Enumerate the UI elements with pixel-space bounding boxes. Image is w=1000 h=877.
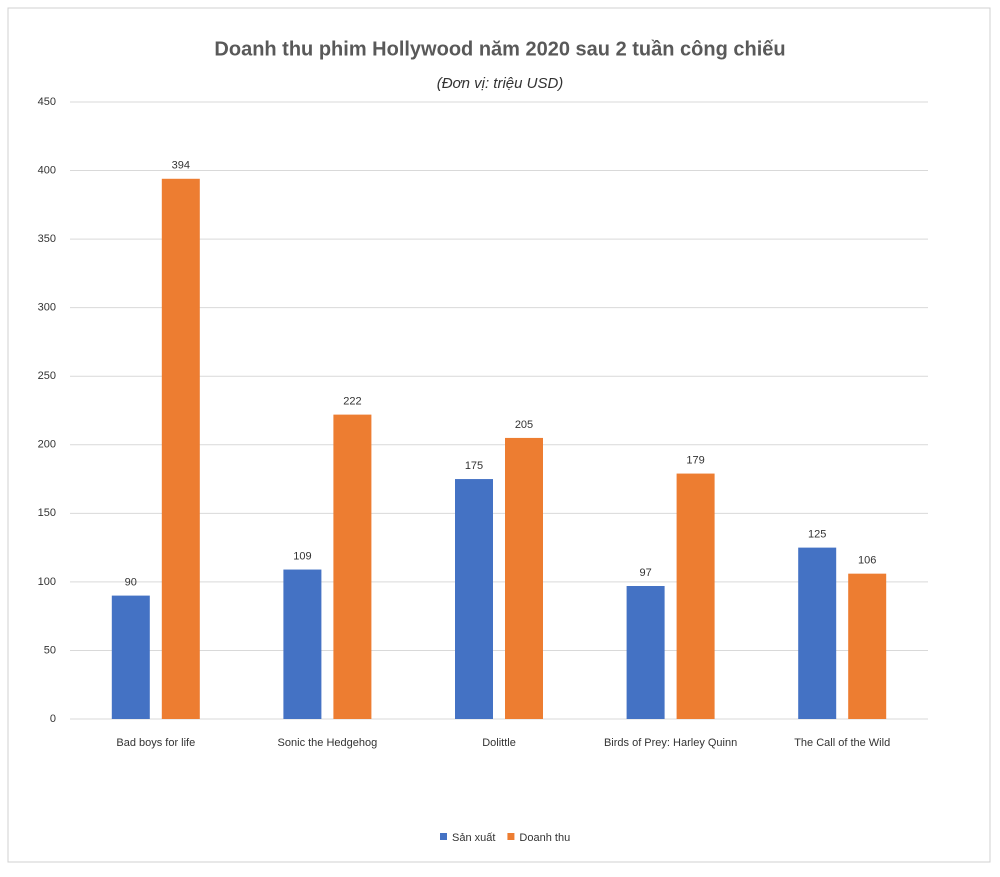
data-label: 125: [808, 529, 826, 541]
y-tick-label: 200: [38, 439, 56, 451]
data-label: 90: [125, 577, 137, 589]
bar: [111, 595, 150, 719]
chart-title: Doanh thu phim Hollywood năm 2020 sau 2 …: [214, 38, 785, 60]
legend-label: Sản xuất: [452, 832, 495, 844]
bar: [333, 414, 372, 719]
legend-label: Doanh thu: [519, 832, 570, 844]
y-tick-label: 300: [38, 302, 56, 314]
x-tick-label: Sonic the Hedgehog: [278, 737, 378, 749]
y-tick-label: 100: [38, 576, 56, 588]
y-tick-label: 0: [50, 713, 56, 725]
y-tick-label: 400: [38, 164, 56, 176]
data-label: 179: [686, 454, 704, 466]
y-tick-label: 150: [38, 507, 56, 519]
data-label: 394: [172, 160, 190, 172]
y-tick-label: 250: [38, 370, 56, 382]
chart-subtitle: (Đơn vị: triệu USD): [437, 75, 564, 92]
bar: [283, 569, 322, 719]
bar: [626, 586, 665, 719]
y-tick-label: 50: [44, 644, 56, 656]
bar: [848, 573, 887, 719]
data-label: 205: [515, 419, 533, 431]
data-label: 97: [639, 567, 651, 579]
data-label: 109: [293, 550, 311, 562]
bar: [505, 437, 543, 719]
data-label: 175: [465, 460, 483, 472]
x-tick-label: Bad boys for life: [116, 737, 195, 749]
data-label: 222: [343, 396, 361, 408]
x-tick-label: The Call of the Wild: [794, 737, 890, 749]
y-tick-label: 350: [38, 233, 56, 245]
x-tick-label: Birds of Prey: Harley Quinn: [604, 737, 737, 749]
legend-swatch: [507, 833, 515, 840]
y-tick-label: 450: [38, 96, 56, 108]
bar: [798, 547, 837, 719]
bar: [455, 479, 493, 719]
bar: [676, 473, 715, 719]
chart-frame: [7, 7, 991, 863]
legend-swatch: [440, 833, 447, 840]
x-tick-label: Dolittle: [482, 737, 516, 749]
data-label: 106: [858, 555, 876, 567]
bar: [161, 178, 200, 719]
